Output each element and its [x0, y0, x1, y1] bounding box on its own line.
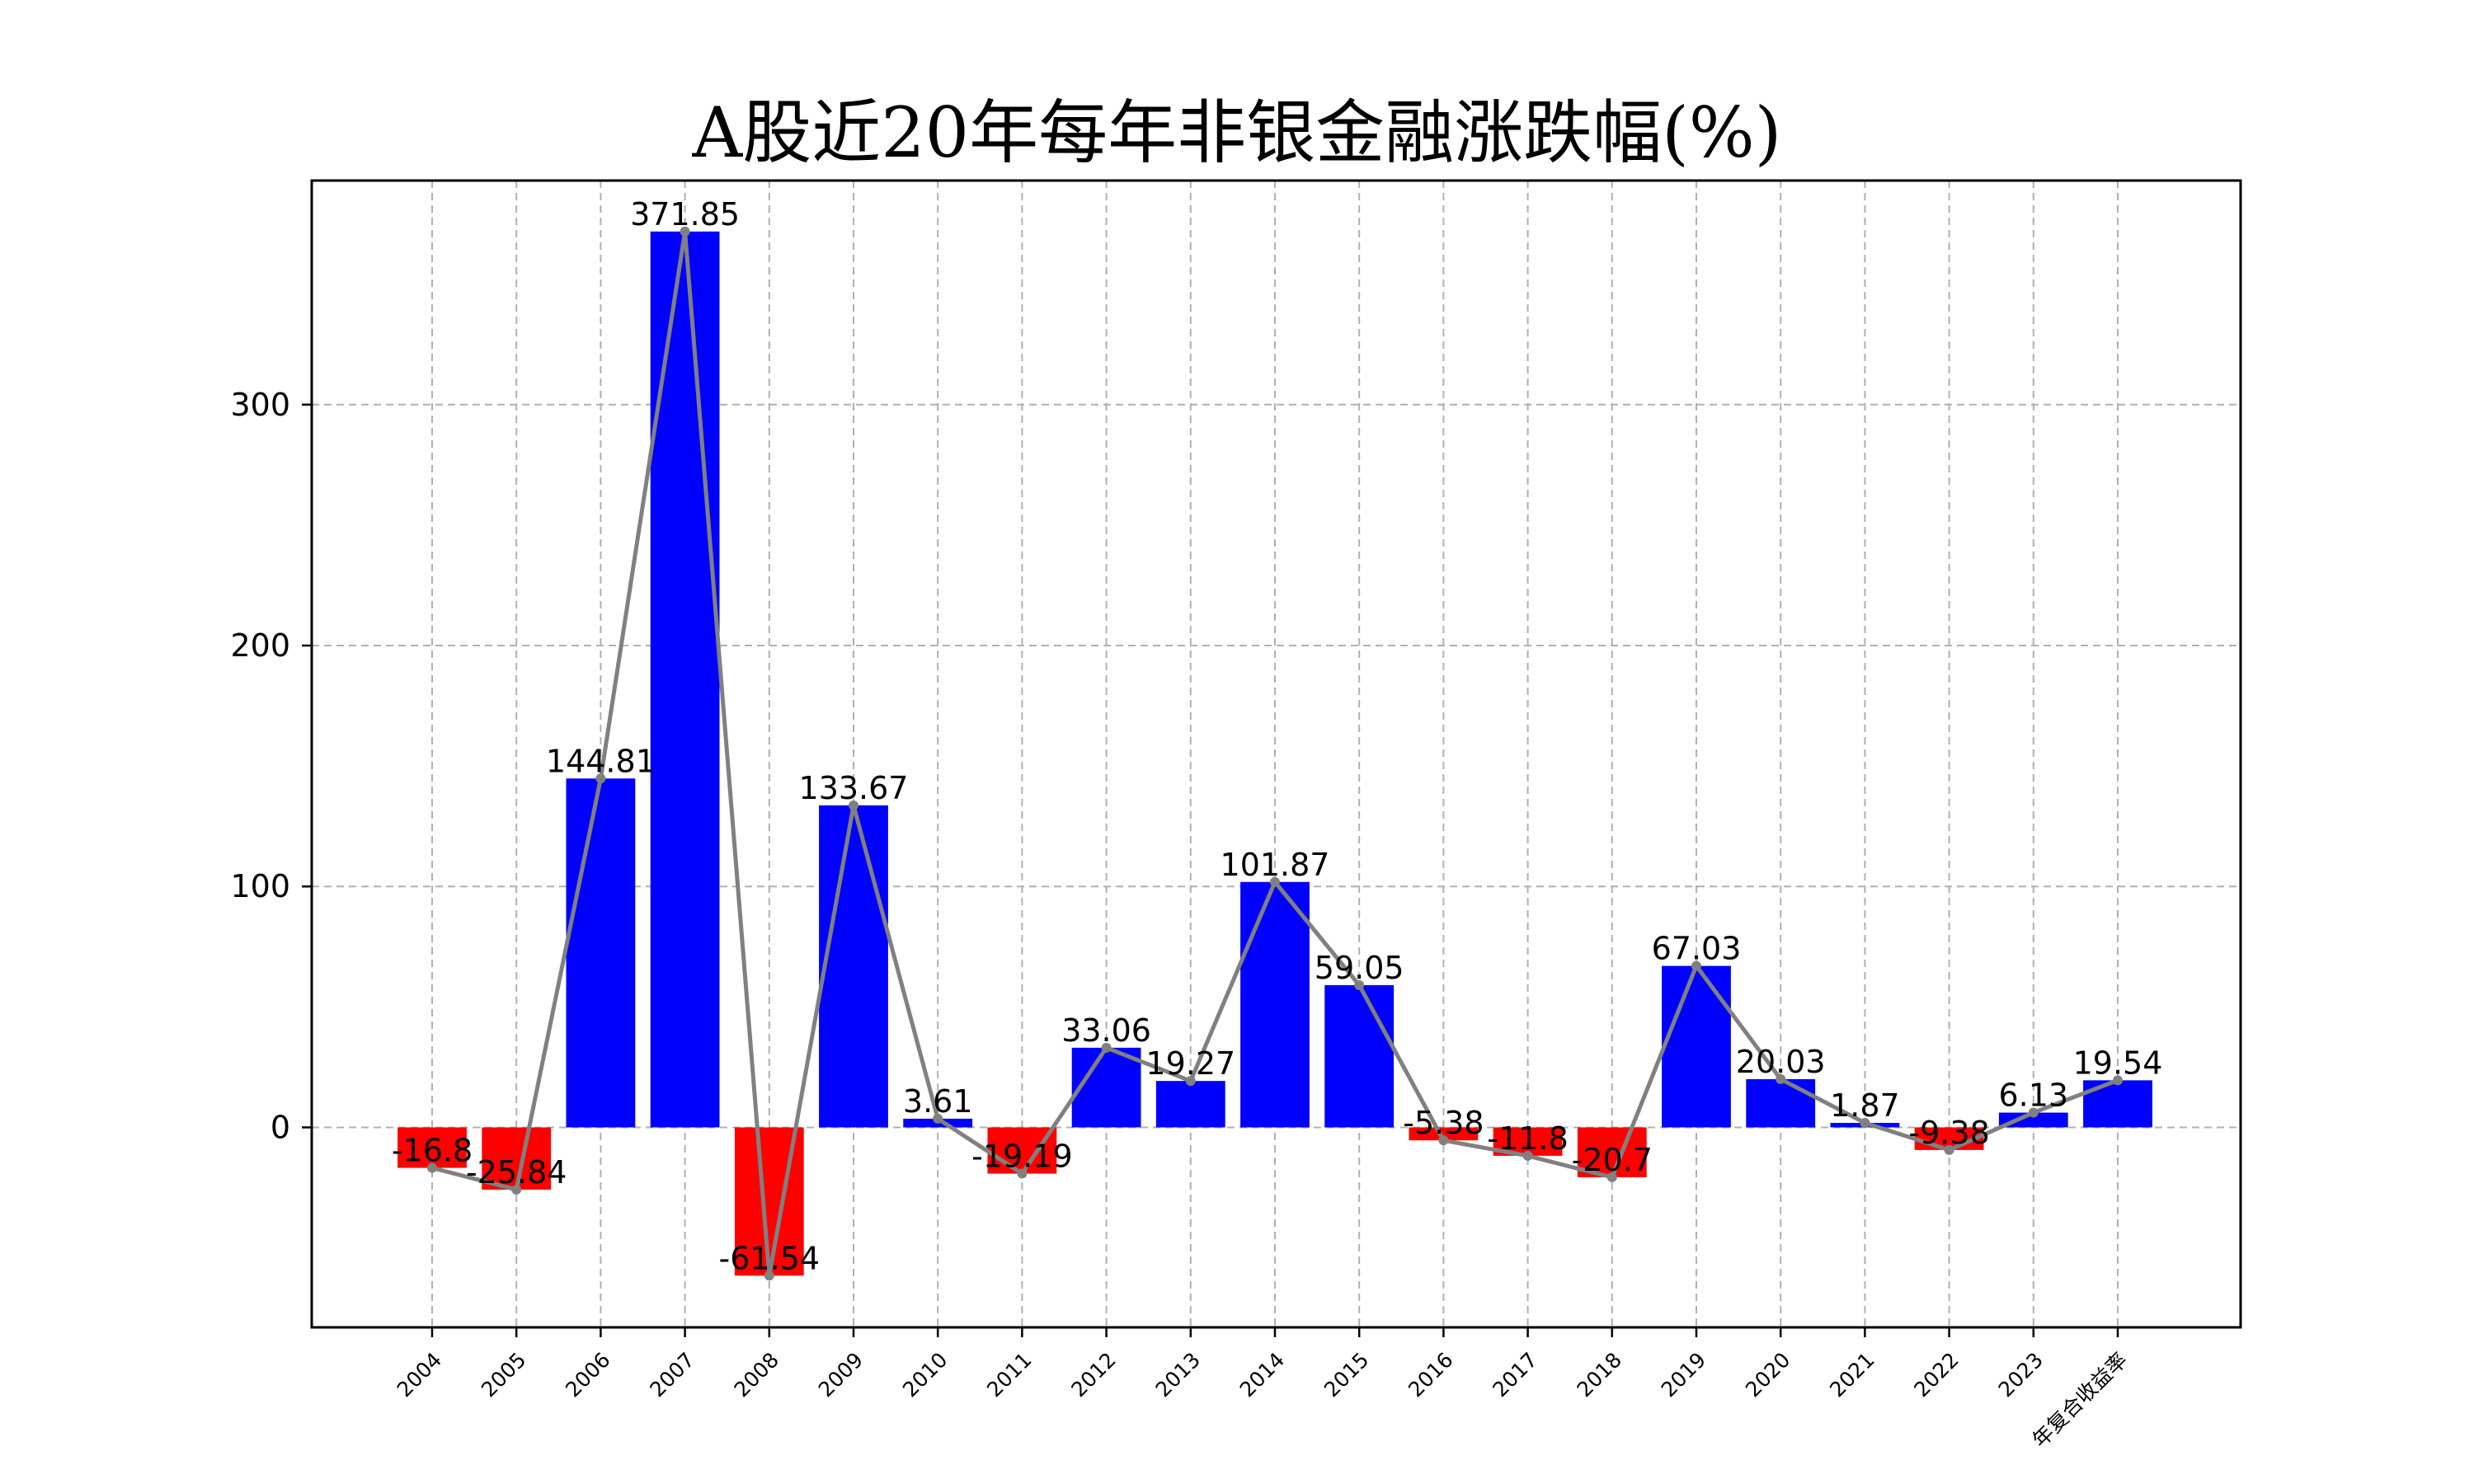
bar: [1071, 1047, 1141, 1128]
data-label: 67.03: [1652, 931, 1742, 967]
x-tick-label: 2014: [1235, 1348, 1289, 1402]
line-point: [1860, 1117, 1870, 1128]
x-tick-label: 2016: [1404, 1348, 1457, 1402]
data-label: 144.81: [546, 743, 656, 779]
data-label: -19.19: [971, 1139, 1073, 1175]
data-label: 371.85: [630, 196, 740, 232]
line-point: [1438, 1135, 1449, 1146]
data-label: 3.61: [903, 1083, 973, 1120]
x-tick-label: 2015: [1319, 1348, 1373, 1402]
x-tick-label: 2008: [730, 1348, 783, 1402]
x-tick-label: 2009: [814, 1348, 868, 1402]
y-tick-label: 100: [230, 868, 290, 904]
y-axis-ticks: 0 100 200 300: [230, 387, 312, 1145]
bar: [819, 805, 888, 1128]
y-tick-label: 0: [270, 1109, 290, 1145]
x-tick-label: 2004: [393, 1348, 446, 1402]
bar: [566, 778, 636, 1128]
x-tick-label: 2021: [1825, 1348, 1879, 1402]
bar: [482, 1127, 552, 1190]
y-tick-label: 200: [230, 627, 290, 664]
line-point: [1354, 979, 1365, 990]
data-labels: -16.8-25.84 144.81 371.85 -61.54 133.67 3.61 -…: [392, 196, 2163, 1276]
line-point: [427, 1162, 437, 1173]
x-tick-label: 2005: [477, 1348, 530, 1402]
line-point: [933, 1113, 943, 1124]
line-point: [1101, 1042, 1112, 1053]
bar: [987, 1127, 1057, 1174]
line-point: [1185, 1076, 1196, 1087]
x-tick-label: 2006: [561, 1348, 614, 1402]
data-label: -5.38: [1403, 1105, 1484, 1141]
line-point: [1270, 876, 1280, 887]
bar: [1746, 1078, 1816, 1128]
data-label: 101.87: [1221, 847, 1330, 883]
line-point: [511, 1184, 522, 1195]
x-tick-label: 2022: [1909, 1348, 1963, 1402]
bar: [1155, 1081, 1225, 1128]
data-label: -11.8: [1487, 1120, 1568, 1157]
data-label: 133.67: [799, 770, 909, 806]
bar: [1240, 881, 1310, 1128]
bar: [1409, 1127, 1479, 1141]
bar: [1662, 965, 1731, 1128]
line-point: [764, 1270, 774, 1281]
line-point: [680, 226, 690, 237]
trend-line: [427, 226, 2123, 1281]
bar: [397, 1127, 467, 1168]
x-tick-label: 2020: [1741, 1348, 1794, 1402]
data-label: -9.38: [1908, 1115, 1989, 1151]
x-tick-label: 2012: [1066, 1348, 1120, 1402]
data-label: -61.54: [719, 1240, 821, 1276]
x-tick-label: 2010: [898, 1348, 952, 1402]
bar: [650, 231, 720, 1128]
data-label: 19.54: [2073, 1045, 2163, 1081]
data-label: 19.27: [1145, 1045, 1235, 1082]
line-point: [1691, 960, 1701, 971]
data-label: 1.87: [1830, 1087, 1900, 1124]
plot-frame: [310, 179, 2242, 1329]
line-point: [1522, 1150, 1533, 1161]
bar: [1998, 1112, 2068, 1128]
chart-title: A股近20年每年非银金融涨跌幅(%): [692, 92, 1782, 173]
bar: [2083, 1080, 2152, 1128]
x-tick-label: 2018: [1573, 1348, 1626, 1402]
bar: [1577, 1127, 1647, 1177]
x-tick-label: 2017: [1488, 1348, 1541, 1402]
line-point: [1606, 1172, 1617, 1182]
y-tick-label: 300: [230, 387, 290, 423]
line-point: [1776, 1073, 1786, 1084]
x-tick-label: 2023: [1994, 1348, 2048, 1402]
x-axis-ticks: 2004 2005 2006 2007 2008 2009 2010 2011 2012 2013…: [393, 1327, 2132, 1452]
data-label: 59.05: [1315, 950, 1404, 986]
x-tick-label: 2013: [1151, 1348, 1205, 1402]
line-point: [849, 800, 858, 810]
data-label: 6.13: [1998, 1078, 2068, 1114]
x-tick-label: 2011: [982, 1348, 1036, 1402]
data-label: 33.06: [1061, 1012, 1151, 1049]
line-point: [1017, 1168, 1028, 1179]
line-point: [2028, 1107, 2039, 1118]
data-label: -20.7: [1572, 1142, 1653, 1178]
bar: [1324, 984, 1395, 1128]
x-tick-label: 2007: [645, 1348, 698, 1402]
line-point: [2113, 1075, 2123, 1086]
data-label: -25.84: [466, 1154, 567, 1190]
line-point: [595, 773, 606, 784]
line-point: [1944, 1144, 1954, 1155]
data-label: -16.8: [392, 1133, 473, 1169]
data-label: 20.03: [1736, 1044, 1826, 1080]
x-tick-label: 2019: [1657, 1348, 1710, 1402]
